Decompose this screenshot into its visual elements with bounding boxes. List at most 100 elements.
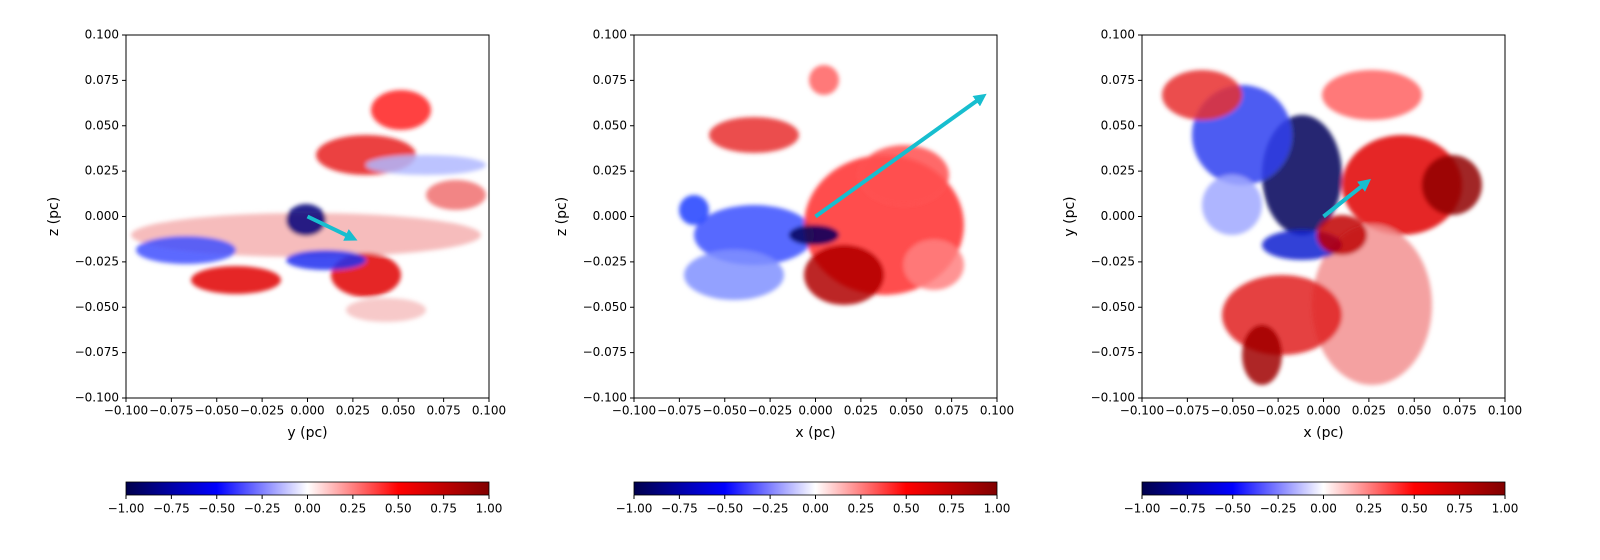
y-tick-label: −0.075 <box>1091 345 1135 359</box>
x-tick-label: −0.025 <box>1256 404 1300 418</box>
colorbar <box>1141 481 1506 496</box>
y-axis-label: z (pc) <box>46 197 62 236</box>
y-tick-label: 0.000 <box>1101 209 1135 223</box>
x-tick-label: −0.050 <box>703 404 747 418</box>
x-tick-label: 0.025 <box>336 404 370 418</box>
y-tick-label: 0.100 <box>593 28 627 42</box>
colorbar-tick-label: 1.00 <box>984 502 1011 516</box>
colorbar-tick-label: 0.50 <box>1401 502 1428 516</box>
map-patch <box>904 240 964 290</box>
colorbar-tick-label: −0.75 <box>661 502 698 516</box>
arrow <box>814 93 987 219</box>
y-tick-label: 0.100 <box>85 28 119 42</box>
y-tick-label: 0.075 <box>593 73 627 87</box>
x-tick-label: −0.075 <box>657 404 701 418</box>
colorbar-tick-label: 0.25 <box>1356 502 1383 516</box>
colorbar-tick-label: −0.75 <box>1169 502 1206 516</box>
map-patch <box>789 225 839 245</box>
y-tick-label: −0.050 <box>1091 300 1135 314</box>
map-patch <box>684 250 784 300</box>
x-tick-label: 0.025 <box>844 404 878 418</box>
y-tick-label: −0.025 <box>583 254 627 268</box>
x-tick-label: 0.100 <box>472 404 506 418</box>
colorbar-tick-label: 0.00 <box>802 502 829 516</box>
y-axis-label: y (pc) <box>1062 196 1078 236</box>
colorbar-tick-label: −0.50 <box>706 502 743 516</box>
map-patch <box>694 205 814 265</box>
x-tick-label: −0.075 <box>1165 404 1209 418</box>
y-tick-label: 0.025 <box>593 164 627 178</box>
map-image <box>1162 70 1482 385</box>
arrow <box>306 214 358 241</box>
map-patch <box>191 266 281 294</box>
x-tick-label: 0.000 <box>798 404 832 418</box>
colorbar-tick-label: 0.50 <box>385 502 412 516</box>
x-tick-label: 0.050 <box>381 404 415 418</box>
y-tick-label: −0.100 <box>75 391 119 405</box>
map-patch <box>286 250 366 270</box>
map-patch <box>1242 325 1282 385</box>
map-patch <box>286 204 326 236</box>
colorbar <box>633 481 998 496</box>
colorbar-tick-label: −1.00 <box>108 502 145 516</box>
x-tick-label: −0.050 <box>195 404 239 418</box>
x-tick-label: 0.100 <box>980 404 1014 418</box>
arrow <box>1322 178 1372 219</box>
y-tick-label: 0.025 <box>1101 164 1135 178</box>
map-patch <box>1342 135 1462 235</box>
x-axis-label: y (pc) <box>287 425 327 441</box>
colorbar <box>125 481 490 496</box>
x-axis-label: x (pc) <box>1303 425 1343 441</box>
x-tick-label: 0.025 <box>1352 404 1386 418</box>
y-tick-label: −0.075 <box>583 345 627 359</box>
x-tick-label: 0.075 <box>1442 404 1476 418</box>
x-tick-label: −0.050 <box>1211 404 1255 418</box>
y-tick-label: 0.075 <box>1101 73 1135 87</box>
map-patch <box>859 145 949 205</box>
y-tick-label: −0.050 <box>75 300 119 314</box>
colorbar-tick-label: 1.00 <box>476 502 503 516</box>
map-patch <box>136 236 236 264</box>
y-tick-label: 0.075 <box>85 73 119 87</box>
colorbar-tick-label: 0.75 <box>1446 502 1473 516</box>
y-tick-label: 0.000 <box>593 209 627 223</box>
x-tick-label: −0.075 <box>149 404 193 418</box>
colorbar-tick-label: −0.75 <box>153 502 190 516</box>
colorbar-tick-label: −1.00 <box>616 502 653 516</box>
x-tick-label: −0.025 <box>240 404 284 418</box>
map-patch <box>1317 215 1367 255</box>
map-patch <box>809 65 839 95</box>
colorbar-tick-label: 0.50 <box>893 502 920 516</box>
x-tick-label: 0.100 <box>1488 404 1522 418</box>
x-tick-label: −0.025 <box>748 404 792 418</box>
colorbar-tick-label: −0.50 <box>198 502 235 516</box>
colorbar-tick-label: 1.00 <box>1492 502 1519 516</box>
x-tick-label: 0.050 <box>889 404 923 418</box>
x-tick-label: −0.100 <box>612 404 656 418</box>
colorbar-tick-label: 0.25 <box>848 502 875 516</box>
y-tick-label: 0.025 <box>85 164 119 178</box>
x-tick-label: 0.075 <box>934 404 968 418</box>
map-patch <box>371 90 431 130</box>
x-tick-label: 0.000 <box>1306 404 1340 418</box>
map-patch <box>1422 155 1482 215</box>
y-tick-label: 0.100 <box>1101 28 1135 42</box>
x-tick-label: 0.000 <box>290 404 324 418</box>
y-tick-label: −0.050 <box>583 300 627 314</box>
colorbar-tick-label: −1.00 <box>1124 502 1161 516</box>
colorbar-tick-label: −0.50 <box>1214 502 1251 516</box>
x-tick-label: −0.100 <box>1120 404 1164 418</box>
x-axis-label: x (pc) <box>795 425 835 441</box>
map-patch <box>709 117 799 153</box>
map-patch <box>1202 175 1262 235</box>
y-tick-label: −0.025 <box>75 254 119 268</box>
y-tick-label: −0.100 <box>1091 391 1135 405</box>
map-patch <box>1222 275 1342 355</box>
colorbar-tick-label: −0.25 <box>244 502 281 516</box>
map-patch <box>1162 70 1242 120</box>
map-patch <box>679 195 709 225</box>
y-tick-label: −0.075 <box>75 345 119 359</box>
y-tick-label: 0.050 <box>85 118 119 132</box>
y-tick-label: 0.000 <box>85 209 119 223</box>
